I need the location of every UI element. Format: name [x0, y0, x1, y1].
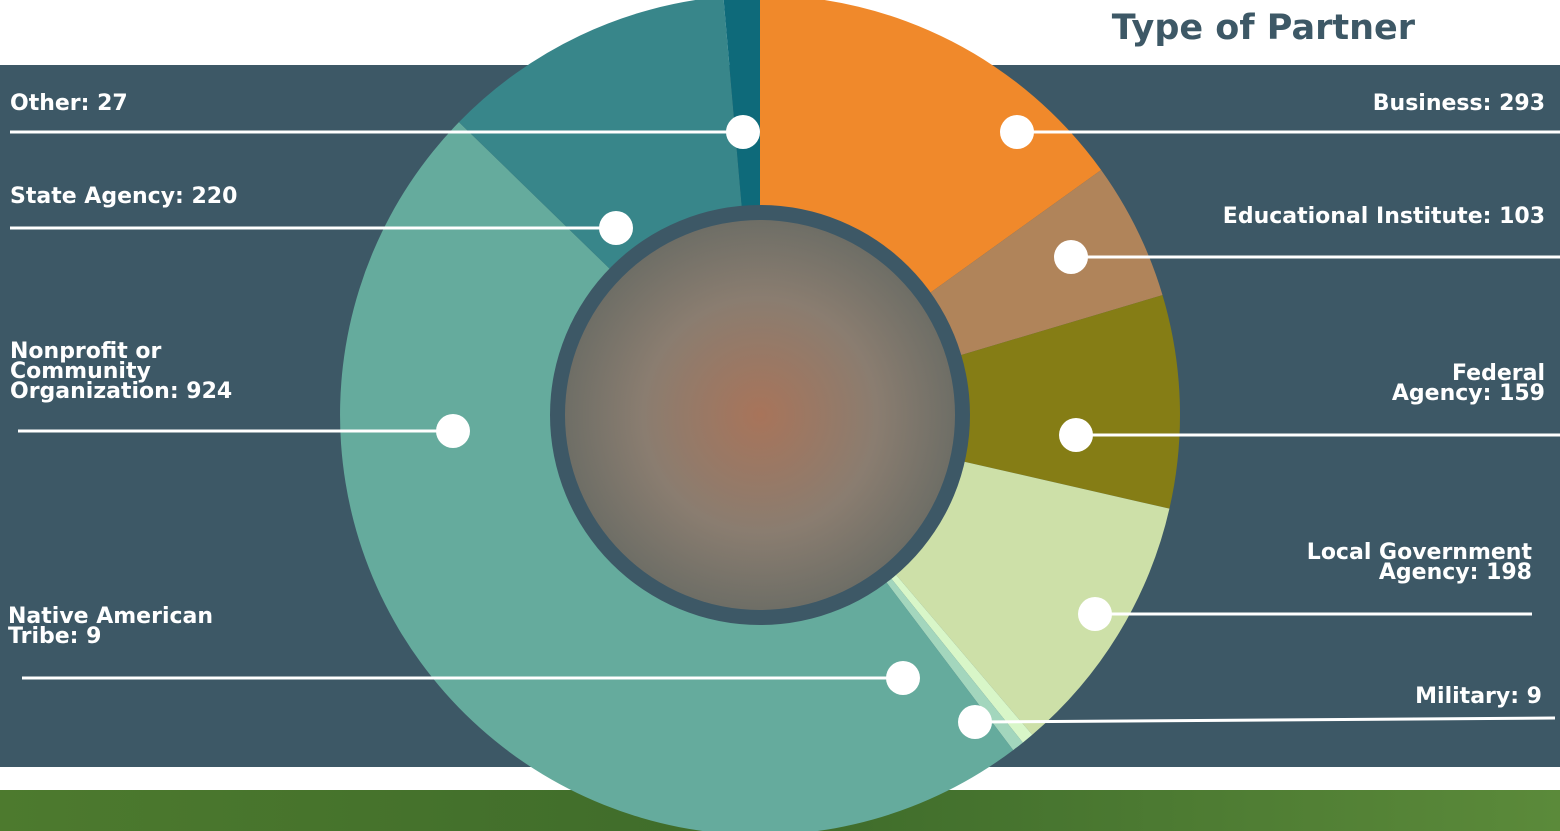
leader-dot [1078, 597, 1112, 631]
leader-dot [1054, 240, 1088, 274]
leader-dot [886, 661, 920, 695]
slice-label: Native American Tribe: 9 [8, 607, 268, 647]
slice-label: Other: 27 [10, 94, 310, 114]
leader-dot [726, 115, 760, 149]
slice-label: Local Government Agency: 198 [1242, 543, 1532, 583]
center-photo [565, 220, 955, 610]
slice-label: Military: 9 [1342, 687, 1542, 707]
leader-dot [599, 211, 633, 245]
slice-label: Educational Institute: 103 [1145, 207, 1545, 227]
page: Type of Partner (() => { const data = JS… [0, 0, 1560, 831]
slice-label: Business: 293 [1245, 94, 1545, 114]
leader-dot [436, 414, 470, 448]
leader-dot [1059, 418, 1093, 452]
chart-title: Type of Partner [1112, 8, 1415, 48]
leader-dot [1000, 115, 1034, 149]
chart [0, 0, 1560, 831]
slice-label: State Agency: 220 [10, 187, 310, 207]
slice-label: Nonprofit or Community Organization: 924 [10, 342, 285, 402]
slice-label: Federal Agency: 159 [1355, 364, 1545, 404]
leader-dot [958, 705, 992, 739]
